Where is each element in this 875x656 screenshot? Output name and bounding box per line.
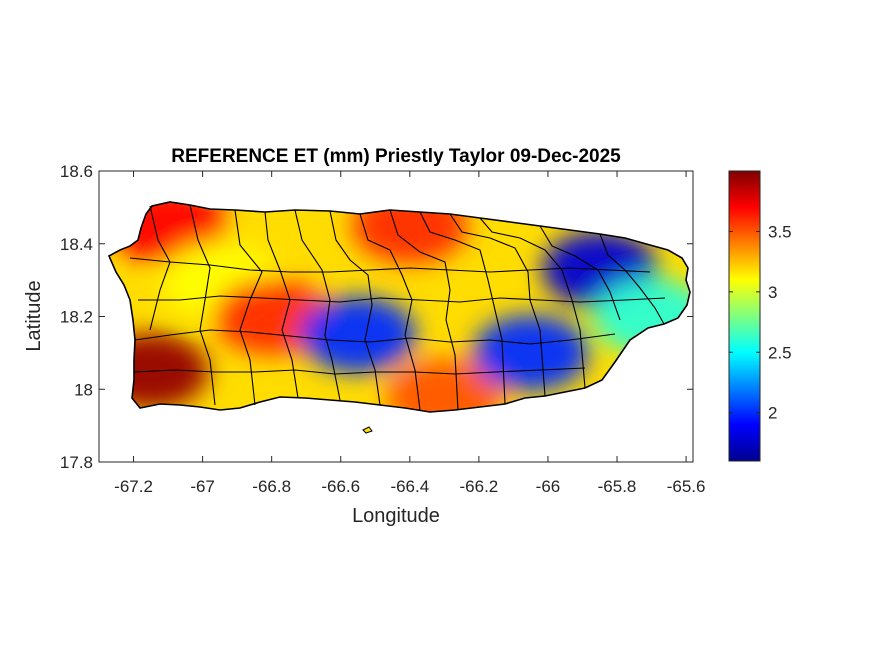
municipal-boundary-line	[449, 213, 546, 397]
x-tick-label: -66.6	[321, 477, 360, 496]
x-axis-label: Longitude	[352, 505, 440, 527]
y-tick-label: 18.2	[60, 308, 93, 327]
x-tick-label: -67	[190, 477, 215, 496]
x-tick-label: -66.8	[252, 477, 291, 496]
x-tick-label: -66	[536, 477, 561, 496]
colorbar-gradient	[728, 170, 761, 462]
x-axis-ticks: -67.2 -67 -66.8 -66.6 -66.4 -66.2 -66 -65.8 -65.…	[114, 171, 705, 496]
colorbar-tick-label: 2	[768, 404, 777, 423]
colorbar-tick-label: 3.5	[768, 222, 792, 241]
municipal-boundary-line	[329, 210, 381, 406]
municipal-boundary-line	[138, 295, 666, 303]
municipal-boundary-line	[389, 209, 459, 411]
municipal-boundary-line	[133, 367, 586, 375]
x-tick-label: -66.4	[390, 477, 429, 496]
y-tick-label: 18	[74, 380, 93, 399]
y-tick-label: 18.4	[60, 235, 93, 254]
municipal-boundary-line	[294, 209, 341, 401]
et-value-patch	[386, 358, 503, 412]
municipal-boundary-line	[134, 329, 616, 345]
municipal-boundary-line	[189, 204, 216, 406]
y-axis-label: Latitude	[23, 280, 45, 351]
x-tick-label: -66.2	[460, 477, 499, 496]
y-axis-ticks: 17.8 18 18.2 18.4 18.6	[60, 162, 693, 472]
y-tick-label: 18.6	[60, 162, 93, 181]
colorbar-tick-label: 3	[768, 283, 777, 302]
et-map	[107, 201, 691, 434]
x-tick-label: -65.8	[598, 477, 637, 496]
small-island	[362, 426, 373, 434]
municipal-boundaries	[129, 204, 666, 411]
et-value-patch	[300, 296, 417, 373]
municipal-boundary-line	[599, 233, 665, 325]
y-tick-label: 17.8	[60, 453, 93, 472]
colorbar-tick-label: 2.5	[768, 343, 792, 362]
municipal-boundary-line	[129, 257, 651, 273]
x-tick-label: -65.6	[667, 477, 706, 496]
colorbar: 2 2.5 3 3.5	[728, 170, 792, 462]
municipal-boundary-line	[419, 211, 506, 405]
chart-title: REFERENCE ET (mm) Priestly Taylor 09-Dec…	[171, 146, 621, 167]
et-value-patch	[472, 314, 589, 391]
municipal-boundary-line	[359, 213, 421, 411]
municipal-boundary-line	[539, 225, 621, 321]
municipal-boundary-line	[234, 209, 263, 406]
x-tick-label: -67.2	[114, 477, 153, 496]
colorbar-ticks: 2 2.5 3 3.5	[729, 222, 792, 423]
municipal-boundary-line	[479, 217, 586, 389]
